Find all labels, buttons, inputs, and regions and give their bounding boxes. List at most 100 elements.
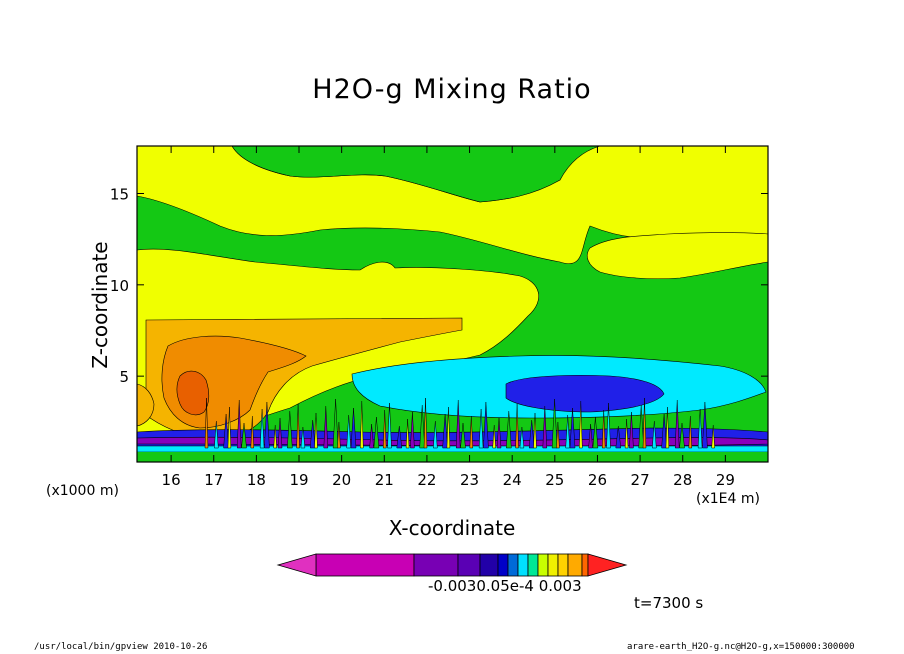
spike-mark bbox=[606, 402, 611, 449]
plot-frame bbox=[136, 145, 769, 463]
spike-mark bbox=[369, 423, 374, 449]
y-tick: 5 bbox=[119, 368, 768, 386]
spike-mark bbox=[350, 407, 357, 449]
y-axis-ticks: 5 10 15 bbox=[110, 185, 768, 386]
x-tick: 24 bbox=[503, 146, 522, 489]
x-tick: 27 bbox=[631, 146, 650, 489]
spike-mark bbox=[492, 424, 496, 449]
colorbar-high-arrow bbox=[587, 553, 628, 577]
x-tick: 23 bbox=[460, 146, 479, 489]
colorbar-labels: -0.0030.05e-4 0.003 bbox=[428, 577, 582, 595]
x-tick-label: 18 bbox=[247, 471, 266, 489]
x-unit-label-left: (x1000 m) bbox=[46, 483, 119, 499]
x-tick-label: 29 bbox=[716, 471, 735, 489]
time-annotation: t=7300 s bbox=[634, 594, 704, 612]
spike-mark bbox=[323, 405, 329, 449]
spike-mark bbox=[588, 423, 593, 449]
chart-title: H2O-g Mixing Ratio bbox=[312, 74, 592, 105]
region-green-bottom bbox=[137, 452, 768, 462]
spike-mark bbox=[469, 415, 474, 449]
y-tick-label: 5 bbox=[119, 368, 129, 386]
spike-mark bbox=[460, 422, 466, 449]
x-tick: 19 bbox=[289, 146, 309, 489]
colorbar-swatch bbox=[567, 553, 583, 577]
spike-mark bbox=[273, 424, 277, 449]
spike-mark bbox=[711, 424, 715, 449]
spike-mark bbox=[592, 416, 599, 449]
spike-mark bbox=[569, 407, 576, 449]
x-tick: 29 bbox=[716, 146, 735, 489]
spike-mark bbox=[442, 413, 448, 449]
spike-mark bbox=[615, 425, 622, 449]
spike-mark bbox=[629, 411, 634, 449]
x-tick-label: 17 bbox=[204, 471, 223, 489]
x-tick: 16 bbox=[162, 146, 181, 489]
spike-mark bbox=[277, 417, 283, 449]
x-tick: 18 bbox=[247, 146, 266, 489]
x-tick-label: 24 bbox=[503, 471, 522, 489]
region-light-orange-left-edge bbox=[137, 383, 155, 427]
spike-mark bbox=[419, 404, 425, 449]
region-green-top-band bbox=[231, 146, 601, 203]
spike-mark bbox=[665, 406, 670, 449]
spike-mark bbox=[515, 403, 519, 449]
colorbar-low-arrow bbox=[276, 553, 317, 577]
spike-mark bbox=[204, 397, 209, 449]
x-tick: 22 bbox=[417, 146, 436, 489]
x-axis-label: X-coordinate bbox=[388, 516, 516, 540]
x-tick-label: 28 bbox=[673, 471, 692, 489]
spike-mark bbox=[528, 419, 535, 449]
x-tick-label: 21 bbox=[375, 471, 394, 489]
spike-mark bbox=[638, 404, 644, 449]
x-tick-label: 26 bbox=[588, 471, 607, 489]
spike-mark bbox=[360, 400, 364, 449]
spike-mark bbox=[300, 426, 306, 449]
colorbar-swatch bbox=[557, 553, 569, 577]
spike-mark bbox=[223, 413, 229, 449]
colorbar: -0.0030.05e-4 0.003 bbox=[276, 553, 628, 595]
spike-mark bbox=[410, 411, 415, 449]
spike-mark bbox=[661, 413, 667, 449]
x-tick-label: 19 bbox=[289, 471, 308, 489]
x-tick: 17 bbox=[204, 146, 223, 489]
x-tick: 28 bbox=[673, 146, 692, 489]
x-tick-label: 20 bbox=[332, 471, 351, 489]
spike-mark bbox=[455, 399, 461, 449]
spike-mark bbox=[519, 426, 525, 449]
spike-mark bbox=[309, 419, 316, 449]
spike-mark bbox=[373, 416, 380, 449]
colorbar-swatch bbox=[315, 553, 415, 577]
spike-mark bbox=[387, 402, 392, 449]
spike-mark bbox=[702, 401, 708, 449]
spike-mark bbox=[346, 414, 351, 449]
colorbar-swatch bbox=[497, 553, 509, 577]
spike-mark bbox=[259, 408, 265, 449]
x-axis-ticks: 16 17 18 19 20 21 22 23 24 25 26 27 28 29 bbox=[162, 146, 735, 489]
colorbar-swatch bbox=[507, 553, 519, 577]
colorbar-swatch bbox=[517, 553, 529, 577]
spike-mark bbox=[674, 399, 680, 449]
spike-mark bbox=[542, 405, 548, 449]
spike-mark bbox=[337, 421, 341, 449]
x-tick: 25 bbox=[545, 146, 564, 489]
y-tick-label: 15 bbox=[110, 185, 129, 203]
x-tick-label: 22 bbox=[417, 471, 436, 489]
colorbar-swatch bbox=[413, 553, 459, 577]
spike-mark bbox=[296, 403, 300, 449]
colorbar-swatch bbox=[457, 553, 481, 577]
spike-mark bbox=[652, 420, 657, 449]
spike-mark bbox=[478, 408, 484, 449]
x-tick-label: 16 bbox=[162, 471, 181, 489]
y-tick-label: 10 bbox=[110, 277, 129, 295]
spike-mark bbox=[556, 421, 560, 449]
spike-mark bbox=[446, 406, 451, 449]
colorbar-swatch bbox=[479, 553, 499, 577]
spike-mark bbox=[579, 400, 583, 449]
convective-spikes bbox=[204, 397, 715, 449]
spike-mark bbox=[483, 401, 489, 449]
x-unit-label-right: (x1E4 m) bbox=[696, 491, 760, 507]
spike-mark bbox=[332, 398, 339, 449]
y-tick: 10 bbox=[110, 277, 768, 295]
spike-mark bbox=[241, 422, 247, 449]
